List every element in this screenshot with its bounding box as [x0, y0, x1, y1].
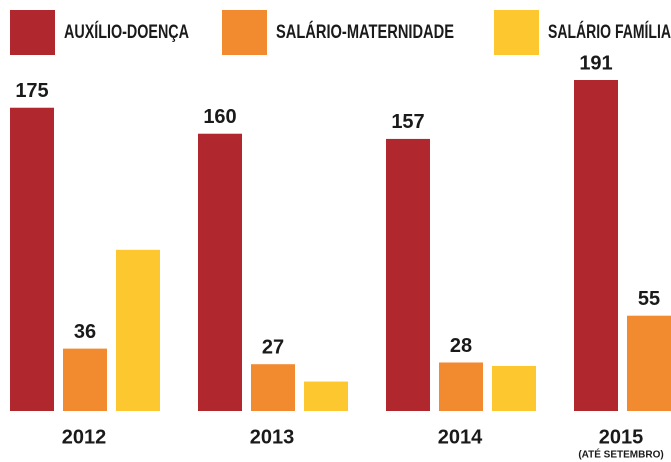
bar: [10, 107, 54, 411]
bar: [304, 381, 348, 411]
bar: [492, 365, 536, 411]
data-label: 28: [450, 335, 472, 357]
bar: [439, 362, 483, 411]
bar: [574, 80, 618, 411]
bar: [251, 364, 295, 411]
legend-swatch: [222, 10, 267, 55]
x-tick-label: 2013: [250, 426, 295, 448]
data-label: 175: [15, 80, 48, 102]
bar: [63, 348, 107, 411]
bar: [198, 133, 242, 411]
bar: [116, 249, 160, 411]
legend-label: AUXÍLIO-DOENÇA: [64, 21, 189, 43]
x-tick-label: 2012: [62, 426, 107, 448]
bar: [627, 315, 671, 411]
data-label: 27: [262, 336, 284, 358]
data-label: 36: [74, 321, 96, 343]
x-tick-label: 2014: [438, 426, 483, 448]
data-label: 55: [638, 288, 660, 310]
data-label: 157: [391, 111, 424, 133]
legend-label: SALÁRIO FAMÍLIA: [548, 21, 671, 43]
x-tick-label: 2015: [599, 426, 644, 448]
category-note: (ATÉ SETEMBRO): [578, 448, 663, 461]
data-label: 191: [579, 52, 612, 74]
legend-swatch: [494, 10, 539, 55]
data-label: 160: [203, 106, 236, 128]
legend-swatch: [10, 10, 55, 55]
bar: [386, 138, 430, 412]
legend-label: SALÁRIO-MATERNIDADE: [276, 21, 454, 43]
